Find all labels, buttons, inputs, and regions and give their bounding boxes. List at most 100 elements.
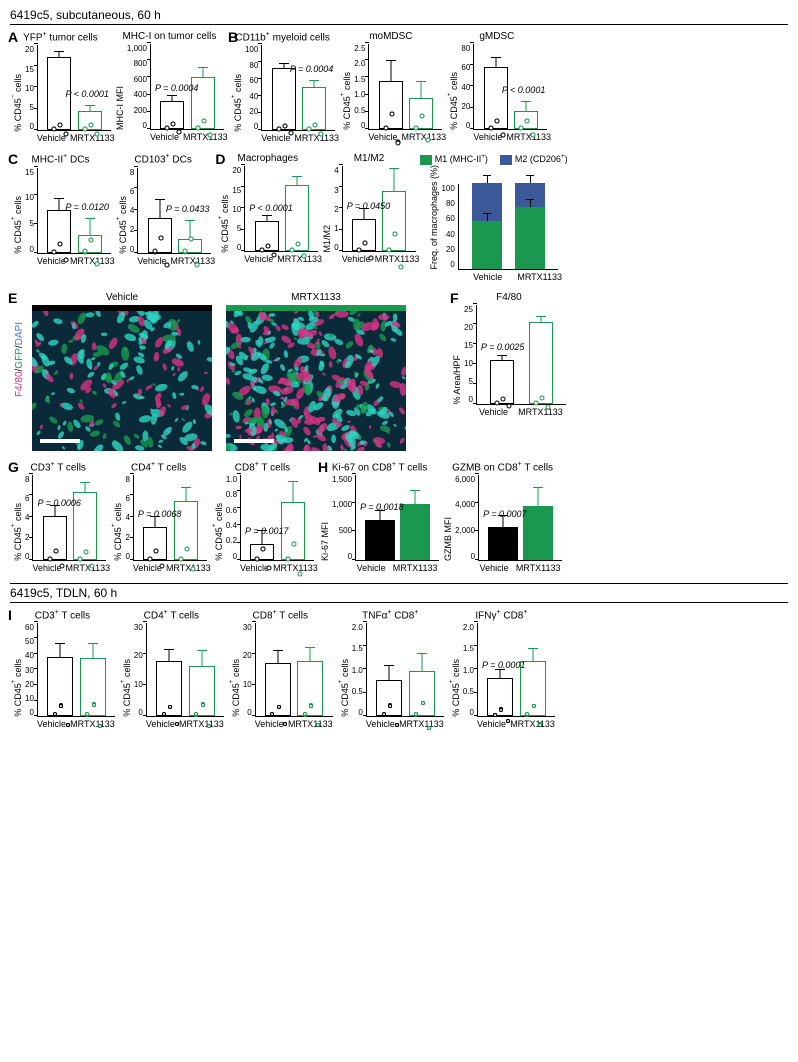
data-point xyxy=(290,248,295,253)
vehicle-bar xyxy=(148,218,172,252)
data-point xyxy=(291,542,296,547)
data-point xyxy=(88,237,93,242)
panel-c: CMHC-II+ DCs% CD45+ cells151050P = 0.012… xyxy=(10,153,211,265)
data-point xyxy=(84,550,89,555)
data-point xyxy=(168,705,172,709)
micrograph-image xyxy=(32,311,212,451)
p-value: P < 0.0001 xyxy=(65,89,108,99)
y-axis-ticks: 806040200 xyxy=(461,44,473,130)
stacked-macrophage-chart: M1 (MHC-II+)M2 (CD206+)Freq. of macropha… xyxy=(420,153,568,281)
data-point xyxy=(538,723,542,727)
chart-title: GZMB on CD8+ T cells xyxy=(452,461,553,473)
data-point xyxy=(531,132,536,137)
vehicle-bar xyxy=(272,68,296,130)
data-point xyxy=(158,236,163,241)
chart: MHC-II+ DCs% CD45+ cells151050P = 0.0120… xyxy=(10,153,111,265)
data-point xyxy=(164,263,169,268)
row-cd: CMHC-II+ DCs% CD45+ cells151050P = 0.012… xyxy=(10,153,788,281)
x-axis-labels: VehicleMRTX1133 xyxy=(477,719,555,729)
y-axis-ticks: 1,0008006004002000 xyxy=(127,44,150,130)
data-point xyxy=(488,125,493,130)
data-point xyxy=(283,722,287,726)
data-point xyxy=(175,722,179,726)
chart-title: CD8+ T cells xyxy=(253,609,308,621)
data-point xyxy=(506,719,510,723)
y-axis-label: % CD45+ cells xyxy=(228,659,241,717)
chart: moMDSC% CD45+ cells2.52.01.51.00.50Vehic… xyxy=(339,31,442,143)
p-value: P = 0.0120 xyxy=(65,202,108,212)
vehicle-bar xyxy=(255,221,279,251)
y-axis-label: Ki-67 MFI xyxy=(320,522,330,561)
x-axis-labels: VehicleMRTX1133 xyxy=(366,719,444,729)
panel-i: ICD3+ T cells% CD45+ cells6050403020100V… xyxy=(10,609,555,729)
p-value: P = 0.0450 xyxy=(347,201,390,211)
chart-title: Ki-67 on CD8+ T cells xyxy=(332,461,427,473)
y-axis-ticks: 20151050 xyxy=(25,45,37,131)
data-point xyxy=(362,240,367,245)
chart-title: gMDSC xyxy=(479,31,514,42)
plot-area xyxy=(458,184,558,270)
p-value: P < 0.0001 xyxy=(249,203,292,213)
plot-area: P = 0.0450 xyxy=(342,166,416,252)
data-point xyxy=(47,556,52,561)
plot-area: P = 0.0004 xyxy=(261,45,335,131)
chart-title: F4/80 xyxy=(496,292,522,303)
mrtx-bar xyxy=(285,185,309,252)
mrtx-bar xyxy=(523,506,553,560)
y-axis-label: % CD45+ cells xyxy=(448,659,461,717)
vehicle-bar xyxy=(47,210,71,253)
vehicle-bar xyxy=(376,680,402,717)
data-point xyxy=(307,127,312,132)
chart: Macrophages% CD45+ cells20151050P < 0.00… xyxy=(217,153,318,281)
vehicle-bar xyxy=(250,544,274,560)
vehicle-bar xyxy=(43,516,67,560)
chart: Ki-67 on CD8+ T cellsKi-67 MFI1,5001,000… xyxy=(320,461,439,573)
y-axis-ticks: 151050 xyxy=(25,168,37,254)
y-axis-label: % CD45+ cells xyxy=(10,659,23,717)
chart-title: IFNγ+ CD8+ xyxy=(475,609,527,621)
data-point xyxy=(148,556,153,561)
data-point xyxy=(165,125,170,130)
data-point xyxy=(387,248,392,253)
plot-area: P < 0.0001 xyxy=(473,44,547,130)
data-point xyxy=(88,122,93,127)
micrograph-image xyxy=(226,311,406,451)
data-point xyxy=(368,255,373,260)
y-axis-ticks: 43210 xyxy=(334,166,341,252)
data-point xyxy=(177,130,182,135)
data-point xyxy=(78,556,83,561)
x-axis-labels: VehicleMRTX1133 xyxy=(473,132,547,142)
data-point xyxy=(261,547,266,552)
y-axis-label: % CD45+ cells xyxy=(119,659,132,717)
mrtx-bar xyxy=(400,504,430,560)
data-point xyxy=(296,242,301,247)
data-point xyxy=(184,547,189,552)
x-axis-labels: VehicleMRTX1133 xyxy=(37,256,111,266)
data-point xyxy=(500,132,505,137)
data-point xyxy=(154,549,159,554)
panel-f: FF4/80% Area/HPF2520151050P = 0.0025Vehi… xyxy=(452,292,566,417)
x-axis-labels: VehicleMRTX1133 xyxy=(150,132,224,142)
y-axis-label: % CD45+ cells xyxy=(10,503,23,561)
vehicle-bar xyxy=(365,520,395,560)
chart-title: CD3+ T cells xyxy=(31,461,86,473)
p-value: P = 0.0068 xyxy=(138,509,181,519)
y-axis-ticks: 100806040200 xyxy=(441,184,457,270)
chart-title: CD3+ T cells xyxy=(35,609,90,621)
plot-area xyxy=(146,623,224,717)
figure-header: 6419c5, subcutaneous, 60 h xyxy=(10,8,788,25)
data-point xyxy=(195,262,200,267)
data-point xyxy=(171,121,176,126)
y-axis-ticks: 1.00.80.60.40.20 xyxy=(226,475,240,561)
plot-area xyxy=(255,623,333,717)
data-point xyxy=(52,249,57,254)
plot-area: P = 0.0017 xyxy=(240,475,314,561)
y-axis-label: % CD45+ cells xyxy=(115,196,128,254)
p-value: P = 0.0001 xyxy=(482,660,525,670)
x-axis-labels: VehicleMRTX1133 xyxy=(133,563,207,573)
chart: CD4+ T cells% CD45+ cells86420P = 0.0068… xyxy=(110,461,206,573)
chart-title: MHC-I on tumor cells xyxy=(122,31,216,42)
chart: CD3+ T cells% CD45+ cells6050403020100Ve… xyxy=(10,609,115,729)
x-axis-labels: VehicleMRTX1133 xyxy=(32,563,106,573)
data-point xyxy=(59,704,63,708)
